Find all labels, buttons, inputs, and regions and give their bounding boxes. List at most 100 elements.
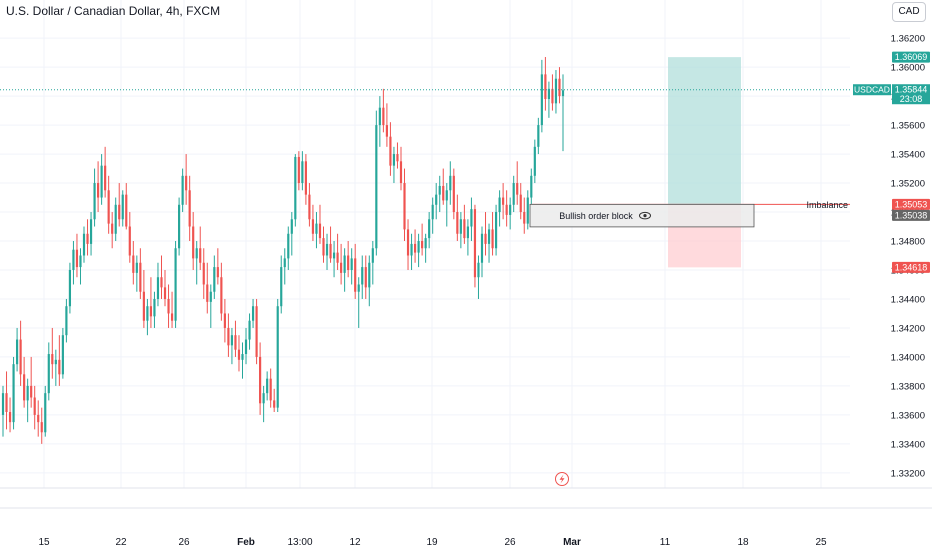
candle-body xyxy=(33,397,36,415)
candle-body xyxy=(86,233,89,244)
candle xyxy=(163,269,167,307)
candle-body xyxy=(241,354,244,360)
candle-body xyxy=(54,359,57,365)
candle-body xyxy=(357,284,360,292)
candle-body xyxy=(153,298,156,317)
candle-body xyxy=(297,156,300,184)
candle-body xyxy=(354,258,357,292)
candle xyxy=(537,117,540,155)
candle xyxy=(255,298,258,365)
candle xyxy=(174,241,177,328)
candle xyxy=(234,320,237,357)
candle xyxy=(195,241,198,285)
candle-body xyxy=(523,212,526,224)
candle-body xyxy=(547,88,551,100)
eye-icon-pupil xyxy=(643,214,647,218)
candle xyxy=(350,248,353,285)
candle-body xyxy=(304,161,307,195)
candle-body xyxy=(206,284,209,302)
candle-body xyxy=(170,313,174,321)
candle-body xyxy=(347,255,350,270)
candle xyxy=(526,190,529,230)
candle-body xyxy=(537,125,540,147)
candle-body xyxy=(336,252,339,263)
y-tick-label: 1.33200 xyxy=(891,468,925,479)
candle-body xyxy=(491,229,494,249)
currency-button[interactable]: CAD xyxy=(892,2,926,22)
candle xyxy=(12,356,15,430)
candle xyxy=(385,103,388,147)
candle-body xyxy=(61,335,64,375)
candle xyxy=(230,327,234,365)
candle-body xyxy=(561,90,565,97)
candle-body xyxy=(294,156,297,220)
candle-body xyxy=(262,393,265,404)
candle-body xyxy=(399,161,403,184)
current-price-text: 1.35844 xyxy=(895,85,928,95)
candle xyxy=(244,327,248,365)
candle xyxy=(86,219,89,256)
candle xyxy=(512,175,515,213)
candle xyxy=(554,70,558,114)
candle-body xyxy=(79,255,82,268)
candle xyxy=(220,262,223,321)
candle xyxy=(146,298,149,336)
candle xyxy=(61,327,64,379)
candle-body xyxy=(192,226,195,259)
candle xyxy=(364,255,367,299)
candle xyxy=(424,233,427,263)
candle-body xyxy=(132,255,135,273)
candle-body xyxy=(494,212,498,249)
candle xyxy=(206,262,209,314)
order-block-label: Bullish order block xyxy=(559,211,633,221)
candle xyxy=(547,81,551,118)
candle-body xyxy=(135,262,138,273)
y-tick-label: 1.34000 xyxy=(891,352,925,363)
current-symbol-bg xyxy=(853,84,891,96)
candle xyxy=(181,168,184,213)
candle xyxy=(213,255,216,299)
candle-body xyxy=(406,229,410,256)
candle xyxy=(442,168,445,205)
candle xyxy=(357,277,360,328)
current-price-bg xyxy=(892,84,930,105)
candle xyxy=(487,223,491,263)
candle-body xyxy=(255,306,258,357)
y-tick-label: 1.36000 xyxy=(891,63,925,74)
candle xyxy=(519,183,522,220)
candle xyxy=(435,183,438,220)
current-symbol-text: USDCAD xyxy=(854,85,890,95)
candle-body xyxy=(12,364,15,423)
candle-body xyxy=(111,223,114,234)
candle xyxy=(54,349,57,386)
candle xyxy=(79,248,82,285)
candle xyxy=(287,226,290,270)
candle xyxy=(389,122,392,176)
candle xyxy=(494,204,498,256)
candle-body xyxy=(178,204,181,249)
candle-body xyxy=(82,233,86,256)
candle xyxy=(466,219,469,256)
candle xyxy=(216,248,219,285)
candle xyxy=(40,407,43,444)
candle xyxy=(304,154,307,205)
candle-body xyxy=(375,125,378,249)
candle-body xyxy=(445,190,448,201)
lightning-icon xyxy=(555,472,569,486)
x-tick-label: 13:00 xyxy=(287,537,312,548)
candle-body xyxy=(227,327,230,346)
candle-body xyxy=(65,306,68,336)
countdown-text: 23:08 xyxy=(900,94,923,104)
candle xyxy=(248,313,251,350)
candle xyxy=(97,161,100,213)
candle xyxy=(406,219,410,270)
candle xyxy=(459,212,462,249)
candle xyxy=(354,243,357,299)
candle-body xyxy=(480,233,484,263)
candle-body xyxy=(361,267,364,285)
candle-body xyxy=(237,349,241,360)
candle xyxy=(185,154,188,205)
candle-body xyxy=(107,190,110,224)
